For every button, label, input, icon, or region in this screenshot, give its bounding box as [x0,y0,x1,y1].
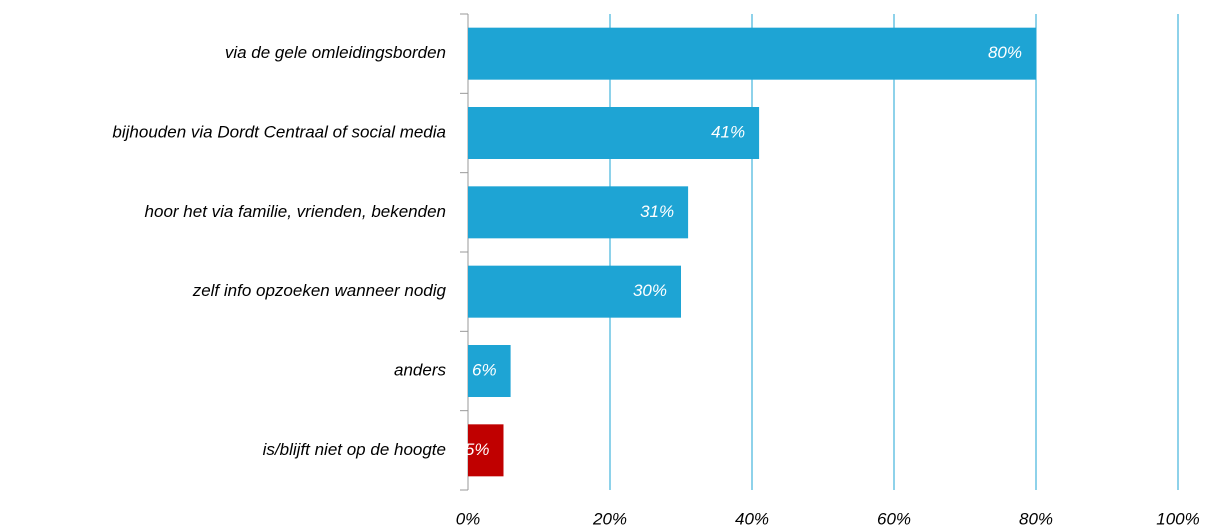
bar [468,265,681,318]
x-tick-label: 100% [1156,509,1199,528]
y-tick-label: via de gele omleidingsborden [225,43,446,62]
y-tick-label: zelf info opzoeken wanneer nodig [192,281,447,300]
value-label: 80% [988,43,1022,62]
value-label: 5% [465,440,490,459]
x-tick-label: 60% [877,509,911,528]
x-tick-label: 20% [592,509,627,528]
x-tick-label: 40% [735,509,769,528]
bar [468,345,511,397]
y-tick-label: hoor het via familie, vrienden, bekenden [145,202,446,221]
bar [468,27,1036,80]
value-label: 6% [472,360,497,379]
bar [468,107,760,159]
y-tick-label: bijhouden via Dordt Centraal of social m… [112,122,446,141]
x-tick-label: 80% [1019,509,1053,528]
x-tick-label: 0% [456,509,481,528]
y-tick-label: is/blijft niet op de hoogte [263,440,446,459]
value-label: 41% [711,122,745,141]
value-label: 30% [633,281,667,300]
y-tick-label: anders [394,360,446,379]
bar [468,424,504,477]
bar [468,186,689,239]
value-label: 31% [640,202,674,221]
